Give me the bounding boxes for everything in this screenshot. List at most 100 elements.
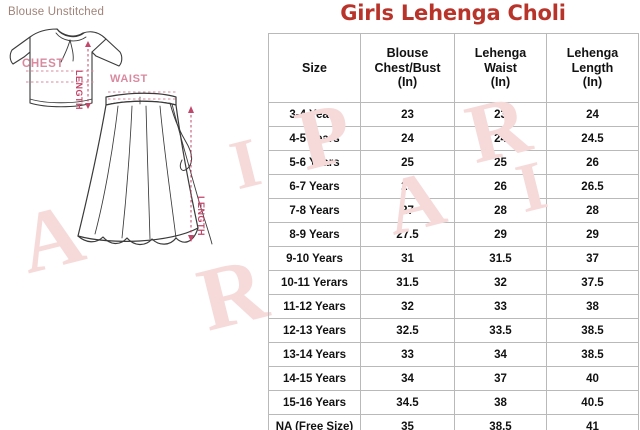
garment-line-art <box>9 28 213 246</box>
header-line: Lehenga <box>566 46 619 61</box>
waist-label: WAIST <box>110 73 148 85</box>
cell-size: 10-11 Yerars <box>268 270 361 295</box>
cell-length: 38 <box>546 294 639 319</box>
cell-chest: 26 <box>360 174 455 199</box>
blouse-length-arrow-top <box>85 41 91 47</box>
cell-length: 40 <box>546 366 639 391</box>
garment-illustration: P A R I Blouse Unstitched <box>0 0 276 430</box>
cell-waist: 26 <box>454 174 547 199</box>
header-line: (In) <box>490 75 511 90</box>
cell-chest: 23 <box>360 102 455 127</box>
table-row: 10-11 Yerars 31.5 32 37.5 <box>268 270 639 295</box>
table-row: 15-16 Years 34.5 38 40.5 <box>268 390 639 415</box>
cell-length: 41 <box>546 414 639 430</box>
header-line: Size <box>301 60 327 75</box>
cell-length: 37 <box>546 246 639 271</box>
header-line: Waist <box>484 60 517 75</box>
cell-size: 4-5 Years <box>268 126 361 151</box>
table-row: 14-15 Years 34 37 40 <box>268 366 639 391</box>
cell-size: 7-8 Years <box>268 198 361 223</box>
cell-length: 26.5 <box>546 174 639 199</box>
blouse-drawing <box>9 28 123 108</box>
blouse-length-label: LENGTH <box>74 70 84 110</box>
header-line: Chest/Bust <box>374 60 441 75</box>
cell-size: 14-15 Years <box>268 366 361 391</box>
cell-length: 28 <box>546 198 639 223</box>
cell-waist: 23 <box>454 102 547 127</box>
chest-measure-line <box>26 70 94 83</box>
cell-chest: 34 <box>360 366 455 391</box>
cell-length: 38.5 <box>546 318 639 343</box>
cell-chest: 33 <box>360 342 455 367</box>
cell-size: 9-10 Years <box>268 246 361 271</box>
chest-label: CHEST <box>22 58 64 70</box>
cell-chest: 31.5 <box>360 270 455 295</box>
cell-size: 6-7 Years <box>268 174 361 199</box>
cell-chest: 24 <box>360 126 455 151</box>
header-line: (In) <box>397 75 418 90</box>
cell-waist: 33 <box>454 294 547 319</box>
table-row: 11-12 Years 32 33 38 <box>268 294 639 319</box>
cell-length: 38.5 <box>546 342 639 367</box>
size-table: Size Blouse Chest/Bust (In) Lehenga Wais… <box>268 33 639 430</box>
cell-waist: 38.5 <box>454 414 547 430</box>
cell-length: 29 <box>546 222 639 247</box>
cell-chest: 27.5 <box>360 222 455 247</box>
table-row: 4-5 Years 24 24 24.5 <box>268 126 639 151</box>
table-row: 12-13 Years 32.5 33.5 38.5 <box>268 318 639 343</box>
page-title: Girls Lehenga Choli <box>340 1 566 25</box>
table-row: 5-6 Years 25 25 26 <box>268 150 639 175</box>
table-row: 8-9 Years 27.5 29 29 <box>268 222 639 247</box>
cell-waist: 29 <box>454 222 547 247</box>
cell-waist: 28 <box>454 198 547 223</box>
cell-length: 24.5 <box>546 126 639 151</box>
cell-size: NA (Free Size) <box>268 414 361 430</box>
skirt-length-arrow-bottom <box>188 235 194 242</box>
table-row: 6-7 Years 26 26 26.5 <box>268 174 639 199</box>
cell-size: 12-13 Years <box>268 318 361 343</box>
column-header-lehenga-length: Lehenga Length (In) <box>546 33 639 103</box>
cell-waist: 31.5 <box>454 246 547 271</box>
cell-chest: 25 <box>360 150 455 175</box>
cell-chest: 32 <box>360 294 455 319</box>
header-line: Length <box>571 60 614 75</box>
cell-size: 11-12 Years <box>268 294 361 319</box>
cell-chest: 34.5 <box>360 390 455 415</box>
header-line: Blouse <box>386 46 429 61</box>
cell-size: 15-16 Years <box>268 390 361 415</box>
cell-waist: 34 <box>454 342 547 367</box>
header-line: (In) <box>582 75 603 90</box>
cell-waist: 24 <box>454 126 547 151</box>
waist-measure-line <box>108 91 176 100</box>
table-row: 3-4 Years 23 23 24 <box>268 102 639 127</box>
cell-waist: 38 <box>454 390 547 415</box>
header-line: Lehenga <box>474 46 527 61</box>
cell-size: 13-14 Years <box>268 342 361 367</box>
table-row: 13-14 Years 33 34 38.5 <box>268 342 639 367</box>
blouse-unstitched-label: Blouse Unstitched <box>8 6 105 18</box>
size-table-container: P A R I Size Blouse Chest/Bust (In) <box>268 33 639 430</box>
cell-size: 5-6 Years <box>268 150 361 175</box>
cell-waist: 25 <box>454 150 547 175</box>
table-row: 9-10 Years 31 31.5 37 <box>268 246 639 271</box>
cell-waist: 37 <box>454 366 547 391</box>
blouse-length-arrow-bottom <box>85 103 91 109</box>
size-table-body: 3-4 Years 23 23 24 4-5 Years 24 24 24.5 5-6 Ye… <box>268 102 639 430</box>
skirt-length-arrow-top <box>188 106 194 113</box>
cell-length: 37.5 <box>546 270 639 295</box>
column-header-blouse-chest: Blouse Chest/Bust (In) <box>360 33 455 103</box>
table-header-row: Size Blouse Chest/Bust (In) Lehenga Wais… <box>268 33 639 103</box>
cell-chest: 35 <box>360 414 455 430</box>
skirt-drawing <box>77 92 213 246</box>
cell-waist: 33.5 <box>454 318 547 343</box>
cell-chest: 27 <box>360 198 455 223</box>
cell-length: 24 <box>546 102 639 127</box>
cell-size: 8-9 Years <box>268 222 361 247</box>
cell-length: 26 <box>546 150 639 175</box>
cell-waist: 32 <box>454 270 547 295</box>
skirt-length-label: LENGTH <box>196 196 206 236</box>
cell-chest: 31 <box>360 246 455 271</box>
column-header-lehenga-waist: Lehenga Waist (In) <box>454 33 547 103</box>
column-header-size: Size <box>268 33 361 103</box>
